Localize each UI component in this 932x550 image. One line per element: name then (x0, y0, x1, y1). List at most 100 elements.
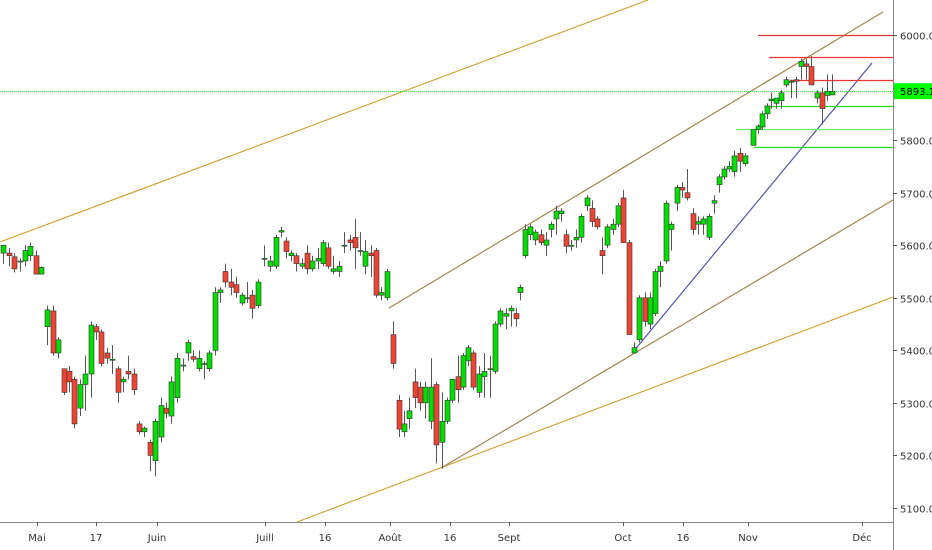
candle-body-up (615, 205, 622, 225)
candle (548, 221, 555, 238)
candle-body-up (180, 364, 187, 367)
time-tick-label: Oct (614, 533, 631, 544)
drawing-annotations[interactable] (0, 0, 894, 523)
candle (731, 150, 738, 177)
candle (755, 124, 762, 134)
candle-body-down (11, 256, 18, 270)
candle-body-up (532, 231, 539, 241)
trend-line-long-term-channel-bottom[interactable] (296, 296, 894, 523)
candle (706, 213, 713, 240)
candle-body-up (341, 244, 348, 247)
candle (563, 229, 570, 254)
candle (513, 308, 520, 327)
time-tick-label: 16 (444, 533, 457, 544)
candle-body-up (584, 197, 591, 207)
candle-body-down (66, 371, 73, 383)
candle-body-down (61, 368, 68, 393)
candle-body-up (700, 218, 707, 225)
candle-body-up (481, 371, 488, 377)
candle (532, 229, 539, 246)
candle (55, 337, 62, 359)
candle (642, 292, 649, 327)
time-tick-label: Juin (147, 533, 166, 544)
candle-body-down (808, 66, 815, 86)
candle-body-up (631, 347, 638, 354)
candle-body-up (449, 378, 456, 401)
candle-body-down (368, 252, 375, 257)
trend-line-long-term-channel-top[interactable] (0, 0, 649, 243)
candle-body-down (293, 255, 300, 264)
candle-body-up (201, 363, 208, 365)
candle-body-up (573, 237, 580, 241)
candle (249, 289, 256, 319)
candle-body-down (228, 281, 235, 288)
candle (212, 287, 219, 356)
candle-body-down (620, 197, 627, 243)
candle-body-down (819, 92, 826, 109)
candle-body-up (668, 223, 675, 230)
candle-body-up (487, 368, 494, 371)
candle-body-down (163, 407, 170, 414)
candle (17, 258, 24, 272)
candle (378, 287, 385, 301)
candle-body-down (347, 239, 354, 243)
candle (61, 368, 68, 396)
candle-body-up (788, 80, 795, 83)
candle (66, 366, 73, 393)
candle-body-up (663, 202, 670, 262)
candle-body-down (538, 234, 545, 243)
candle-body-down (71, 378, 78, 425)
candle-body-up (217, 289, 224, 293)
candle (788, 79, 795, 99)
candle (27, 242, 34, 261)
candle-body-up (428, 386, 435, 422)
candle-body-up (604, 226, 611, 246)
last-price-label: 5893.1 (900, 87, 932, 98)
candle (433, 381, 440, 464)
candle-body-up (82, 373, 89, 385)
candle (449, 378, 456, 403)
candle (492, 321, 499, 374)
trend-line-short-term-uptrend[interactable] (632, 62, 873, 353)
candle (527, 224, 534, 240)
candle (721, 166, 728, 180)
candle-body-up (261, 258, 268, 260)
candle-body-down (304, 252, 311, 270)
time-tick-label: 16 (677, 533, 690, 544)
candle-body-up (778, 92, 785, 101)
candle-body-up (185, 342, 192, 354)
candle-body-up (120, 378, 127, 383)
candle-body-up (568, 244, 575, 247)
candle-body-up (38, 266, 45, 275)
candle (190, 350, 197, 362)
price-tick-label: 5700.0 (900, 190, 932, 201)
candle (742, 153, 749, 167)
candle (819, 87, 826, 125)
candle (77, 379, 84, 417)
candle-body-up (553, 210, 560, 220)
candle-body-down (325, 247, 332, 267)
candle-body-up (578, 216, 585, 238)
candle (538, 229, 545, 246)
candle (750, 129, 757, 146)
candle (336, 260, 343, 277)
candle (82, 355, 89, 411)
time-axis[interactable]: Mai 17 Juin Juill 16 Août 16 Sept Oct 16 Nov Déc (0, 522, 893, 544)
candle (778, 90, 785, 109)
candle-body-down (684, 192, 691, 199)
candle (71, 376, 78, 429)
candle (104, 347, 111, 364)
candle-body-down (594, 218, 601, 228)
candle (663, 200, 670, 264)
candle-body-up (22, 250, 29, 262)
candle-body-up (44, 309, 51, 327)
candle (716, 174, 723, 193)
candle-body-up (706, 216, 713, 238)
candle-body-down (33, 255, 40, 275)
candle-body-down (93, 326, 100, 333)
candle (584, 195, 591, 212)
time-tick-label: Sept (498, 533, 521, 544)
trend-line-medium-channel-bottom[interactable] (440, 199, 894, 469)
candle (341, 232, 348, 254)
